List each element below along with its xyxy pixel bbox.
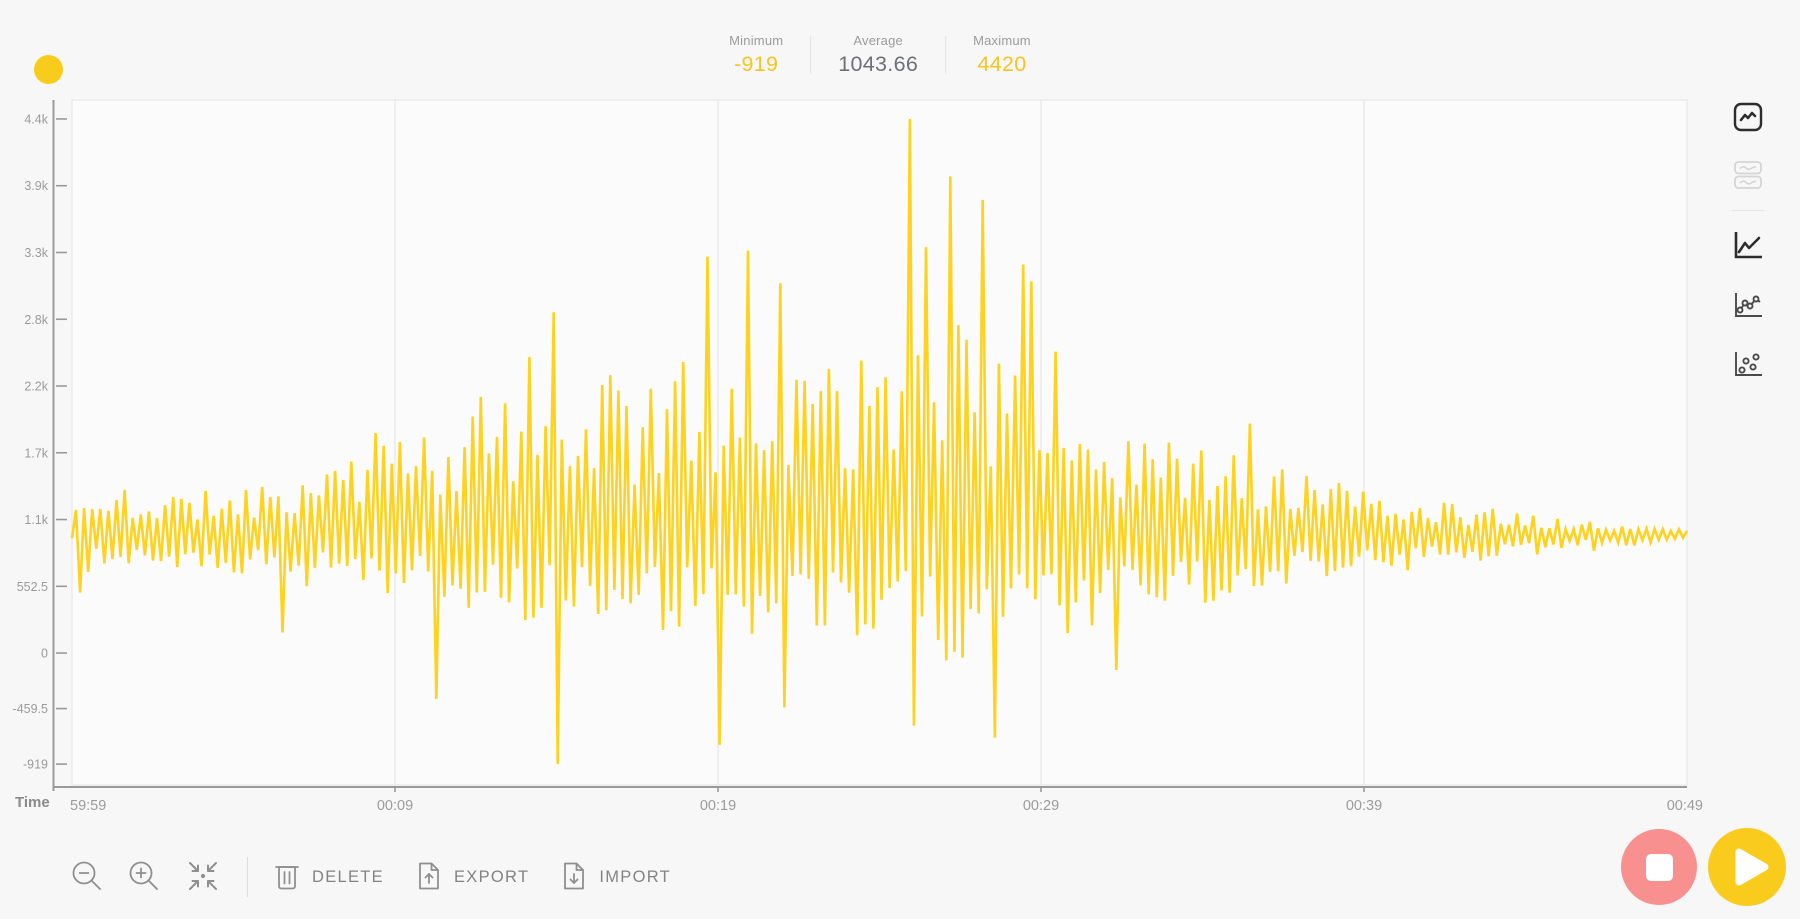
- scatter-chart-icon: [1732, 347, 1764, 379]
- y-tick-label: 3.9k: [24, 179, 48, 193]
- collapse-center-icon: [184, 857, 222, 898]
- line-chart-type-button[interactable]: [1732, 229, 1764, 261]
- export-button[interactable]: EXPORT: [415, 861, 529, 894]
- trash-icon: [273, 861, 301, 894]
- line-points-chart-type-button[interactable]: [1732, 288, 1764, 320]
- y-tick-label: 1.7k: [24, 446, 48, 460]
- single-chart-icon: [1733, 102, 1763, 132]
- waveform-path: [70, 118, 1689, 765]
- play-icon: [1735, 848, 1769, 886]
- import-label: IMPORT: [599, 867, 672, 886]
- y-tick-label: 0: [41, 647, 48, 661]
- x-tick-label: 00:09: [377, 798, 413, 814]
- import-button[interactable]: IMPORT: [560, 861, 671, 894]
- stop-icon: [1645, 853, 1673, 881]
- bottom-toolbar: DELETE EXPORT IMPORT: [70, 856, 671, 898]
- stat-minimum: Minimum -919: [702, 33, 810, 77]
- x-tick-label: 59:59: [70, 798, 106, 814]
- stop-button[interactable]: [1621, 829, 1697, 905]
- play-button[interactable]: [1708, 828, 1786, 906]
- split-chart-icon: [1733, 160, 1763, 190]
- stats-summary: Minimum -919 Average 1043.66 Maximum 442…: [702, 33, 1058, 77]
- document-import-icon: [560, 861, 588, 894]
- y-tick-label: -459.5: [13, 702, 48, 716]
- document-export-icon: [415, 861, 443, 894]
- x-tick-label: 00:19: [700, 798, 736, 814]
- y-tick-label: 4.4k: [24, 112, 48, 126]
- zoom-out-icon: [70, 859, 104, 896]
- stat-average: Average 1043.66: [811, 33, 945, 77]
- time-axis-caption: Time: [15, 794, 50, 811]
- split-chart-view-button[interactable]: [1732, 159, 1764, 191]
- export-label: EXPORT: [454, 867, 530, 886]
- fit-to-view-button[interactable]: [184, 857, 222, 898]
- x-tick-label: 00:29: [1023, 798, 1059, 814]
- line-points-chart-icon: [1732, 288, 1764, 320]
- chart-options-rail: [1732, 101, 1764, 379]
- stat-average-label: Average: [853, 33, 903, 48]
- x-tick-label: 00:49: [1667, 798, 1703, 814]
- toolbar-divider: [247, 857, 248, 897]
- y-tick-label: 3.3k: [24, 246, 48, 260]
- stats-divider: [810, 36, 812, 74]
- record-indicator-dot: [34, 55, 63, 84]
- stat-maximum: Maximum 4420: [946, 33, 1058, 77]
- rail-divider: [1732, 210, 1764, 211]
- zoom-out-button[interactable]: [70, 859, 104, 896]
- y-tick-label: 552.5: [17, 580, 48, 594]
- stats-divider: [945, 36, 947, 74]
- stat-average-value: 1043.66: [838, 52, 919, 76]
- stat-minimum-label: Minimum: [729, 33, 784, 48]
- y-tick-label: -919: [23, 758, 48, 772]
- delete-label: DELETE: [312, 867, 384, 886]
- x-tick-label: 00:39: [1346, 798, 1382, 814]
- zoom-in-button[interactable]: [127, 859, 161, 896]
- y-tick-label: 2.2k: [24, 380, 48, 394]
- y-tick-label: 2.8k: [24, 313, 48, 327]
- stat-minimum-value: -919: [734, 52, 779, 76]
- zoom-in-icon: [127, 859, 161, 896]
- line-chart-icon: [1732, 229, 1764, 261]
- scatter-chart-type-button[interactable]: [1732, 347, 1764, 379]
- stat-maximum-value: 4420: [977, 52, 1027, 76]
- y-tick-label: 1.1k: [24, 513, 48, 527]
- stat-maximum-label: Maximum: [973, 33, 1031, 48]
- delete-button[interactable]: DELETE: [273, 861, 384, 894]
- single-chart-view-button[interactable]: [1732, 101, 1764, 133]
